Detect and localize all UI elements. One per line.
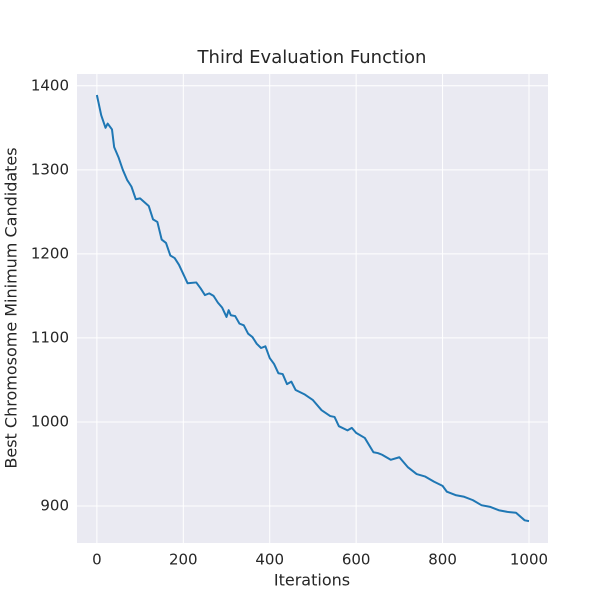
y-tick-label: 1300 — [31, 160, 69, 178]
y-tick-label: 1400 — [31, 76, 69, 94]
x-tick-label: 600 — [342, 551, 371, 569]
x-tick-label: 200 — [169, 551, 198, 569]
x-tick-label: 0 — [92, 551, 102, 569]
y-tick-label: 1100 — [31, 328, 69, 346]
y-axis-label: Best Chromosome Minimum Candidates — [2, 147, 21, 468]
x-tick-label: 1000 — [510, 551, 548, 569]
y-tick-label: 900 — [40, 497, 69, 515]
y-tick-label: 1200 — [31, 244, 69, 262]
x-tick-label: 400 — [255, 551, 284, 569]
plot-area — [77, 74, 548, 543]
chart-title: Third Evaluation Function — [197, 47, 427, 68]
y-tick-label: 1000 — [31, 412, 69, 430]
series-line — [95, 94, 530, 523]
x-tick-label: 800 — [428, 551, 457, 569]
x-axis-label: Iterations — [274, 571, 350, 590]
